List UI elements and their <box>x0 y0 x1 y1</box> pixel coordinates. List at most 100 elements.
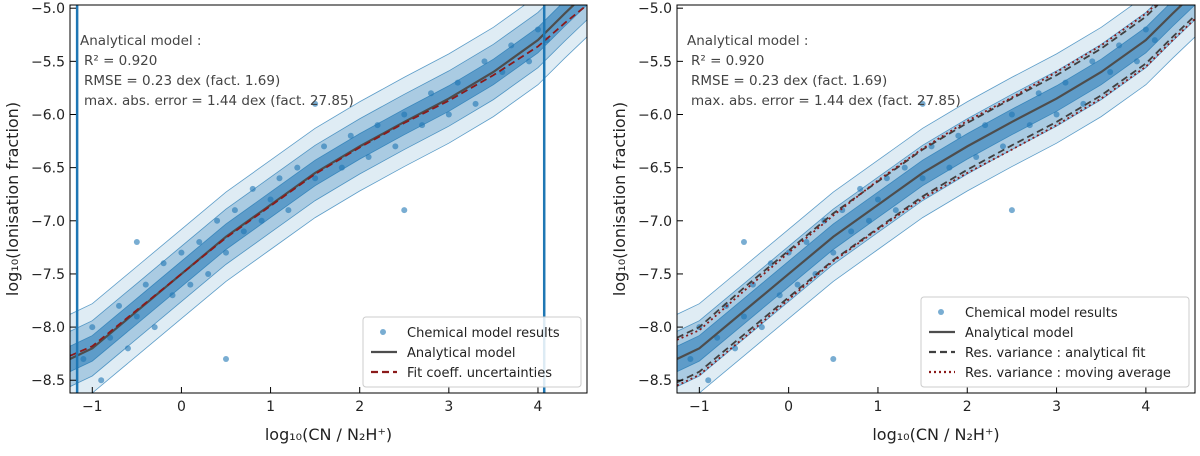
y-tick-label: −8.0 <box>638 320 672 336</box>
scatter-point <box>955 132 962 139</box>
legend-label: Analytical model <box>407 346 515 361</box>
plot-area <box>677 5 1195 393</box>
annotation: R² = 0.920 <box>84 53 157 69</box>
legend-label: Res. variance : analytical fit <box>965 346 1145 361</box>
scatter-point <box>508 42 515 49</box>
x-tick-label: 2 <box>355 399 364 415</box>
y-tick-label: −7.5 <box>31 267 65 283</box>
scatter-point <box>107 334 114 341</box>
scatter-point <box>848 228 855 235</box>
x-tick-label: 0 <box>177 399 186 415</box>
y-tick-label: −5.0 <box>638 1 672 17</box>
scatter-point <box>124 345 131 352</box>
y-tick-label: −6.0 <box>638 107 672 123</box>
scatter-point <box>901 164 908 171</box>
scatter-point <box>133 239 140 246</box>
scatter-point <box>1026 122 1033 129</box>
scatter-point <box>946 164 953 171</box>
x-tick-label: 2 <box>963 399 972 415</box>
scatter-point <box>347 132 354 139</box>
scatter-point <box>1107 68 1114 75</box>
x-axis-label: log₁₀(CN / N₂H⁺) <box>265 425 392 444</box>
scatter-point <box>740 239 747 246</box>
panel: −1 0 1 2 3 4 −8.5 −8.0 −7.5 −7.0 −6.5 −6.0 −5.5 −5.0 l… <box>610 1 1196 444</box>
y-tick-label: −5.0 <box>31 1 65 17</box>
annotation: max. abs. error = 1.44 dex (fact. 27.85) <box>84 93 354 109</box>
scatter-point <box>1053 111 1060 118</box>
scatter-point <box>857 185 864 192</box>
annotation: max. abs. error = 1.44 dex (fact. 27.85) <box>691 93 961 109</box>
scatter-point <box>714 334 721 341</box>
scatter-point <box>312 175 319 182</box>
scatter-point <box>312 100 319 107</box>
y-tick-label: −7.0 <box>638 214 672 230</box>
legend-label: Chemical model results <box>407 326 560 341</box>
scatter-point <box>999 143 1006 150</box>
scatter-point <box>705 377 712 384</box>
legend-symbol <box>380 329 386 335</box>
scatter-point <box>454 79 461 86</box>
scatter-point <box>830 249 837 256</box>
series-line <box>677 5 1184 360</box>
axes-frame <box>676 4 1196 394</box>
scatter-point <box>365 154 372 161</box>
scatter-point <box>758 324 765 331</box>
scatter-point <box>294 164 301 171</box>
scatter-point <box>222 249 229 256</box>
scatter-point <box>285 207 292 214</box>
y-tick-label: −8.5 <box>638 373 672 389</box>
y-tick-label: −8.5 <box>31 373 65 389</box>
scatter-point <box>196 239 203 246</box>
scatter-point <box>526 58 533 65</box>
scatter-point <box>1008 111 1015 118</box>
scatter-point <box>1133 58 1140 65</box>
x-tick-label: 3 <box>444 399 453 415</box>
scatter-point <box>169 292 176 299</box>
y-tick-label: −6.0 <box>31 107 65 123</box>
density-contour <box>70 5 587 373</box>
scatter-point <box>1008 207 1015 214</box>
scatter-point <box>732 345 739 352</box>
series-line <box>677 18 1195 387</box>
scatter-point <box>392 143 399 150</box>
annotation: R² = 0.920 <box>691 53 764 69</box>
scatter-point <box>151 324 158 331</box>
y-tick-label: −5.5 <box>31 54 65 70</box>
legend-label: Chemical model results <box>965 306 1118 321</box>
scatter-point <box>267 196 274 203</box>
scatter-point <box>428 90 435 97</box>
y-tick-label: −6.5 <box>31 161 65 177</box>
legend-label: Res. variance : moving average <box>965 366 1171 381</box>
scatter-point <box>1116 42 1123 49</box>
annotation: Analytical model : <box>687 33 808 49</box>
scatter-point <box>776 292 783 299</box>
scatter-point <box>205 270 212 277</box>
scatter-point <box>445 111 452 118</box>
x-tick-label: −1 <box>689 399 710 415</box>
scatter-point <box>178 249 185 256</box>
scatter-point <box>116 302 123 309</box>
x-tick-label: 1 <box>266 399 275 415</box>
annotation: RMSE = 0.23 dex (fact. 1.69) <box>691 73 887 89</box>
scatter-point <box>830 355 837 362</box>
y-axis-label: log₁₀(Ionisation fraction) <box>610 102 629 296</box>
scatter-point <box>222 355 229 362</box>
scatter-point <box>767 260 774 267</box>
scatter-point <box>374 122 381 129</box>
scatter-point <box>982 122 989 129</box>
scatter-point <box>214 217 221 224</box>
series-line <box>677 5 1159 339</box>
scatter-point <box>276 175 283 182</box>
scatter-point <box>89 324 96 331</box>
scatter-point <box>472 100 479 107</box>
scatter-point <box>1035 90 1042 97</box>
scatter-point <box>1062 79 1069 86</box>
series-line <box>70 5 587 357</box>
scatter-point <box>249 185 256 192</box>
x-tick-label: 3 <box>1052 399 1061 415</box>
annotation: Analytical model : <box>80 33 201 49</box>
legend-symbol <box>938 309 944 315</box>
scatter-point <box>98 377 105 384</box>
scatter-point <box>401 111 408 118</box>
